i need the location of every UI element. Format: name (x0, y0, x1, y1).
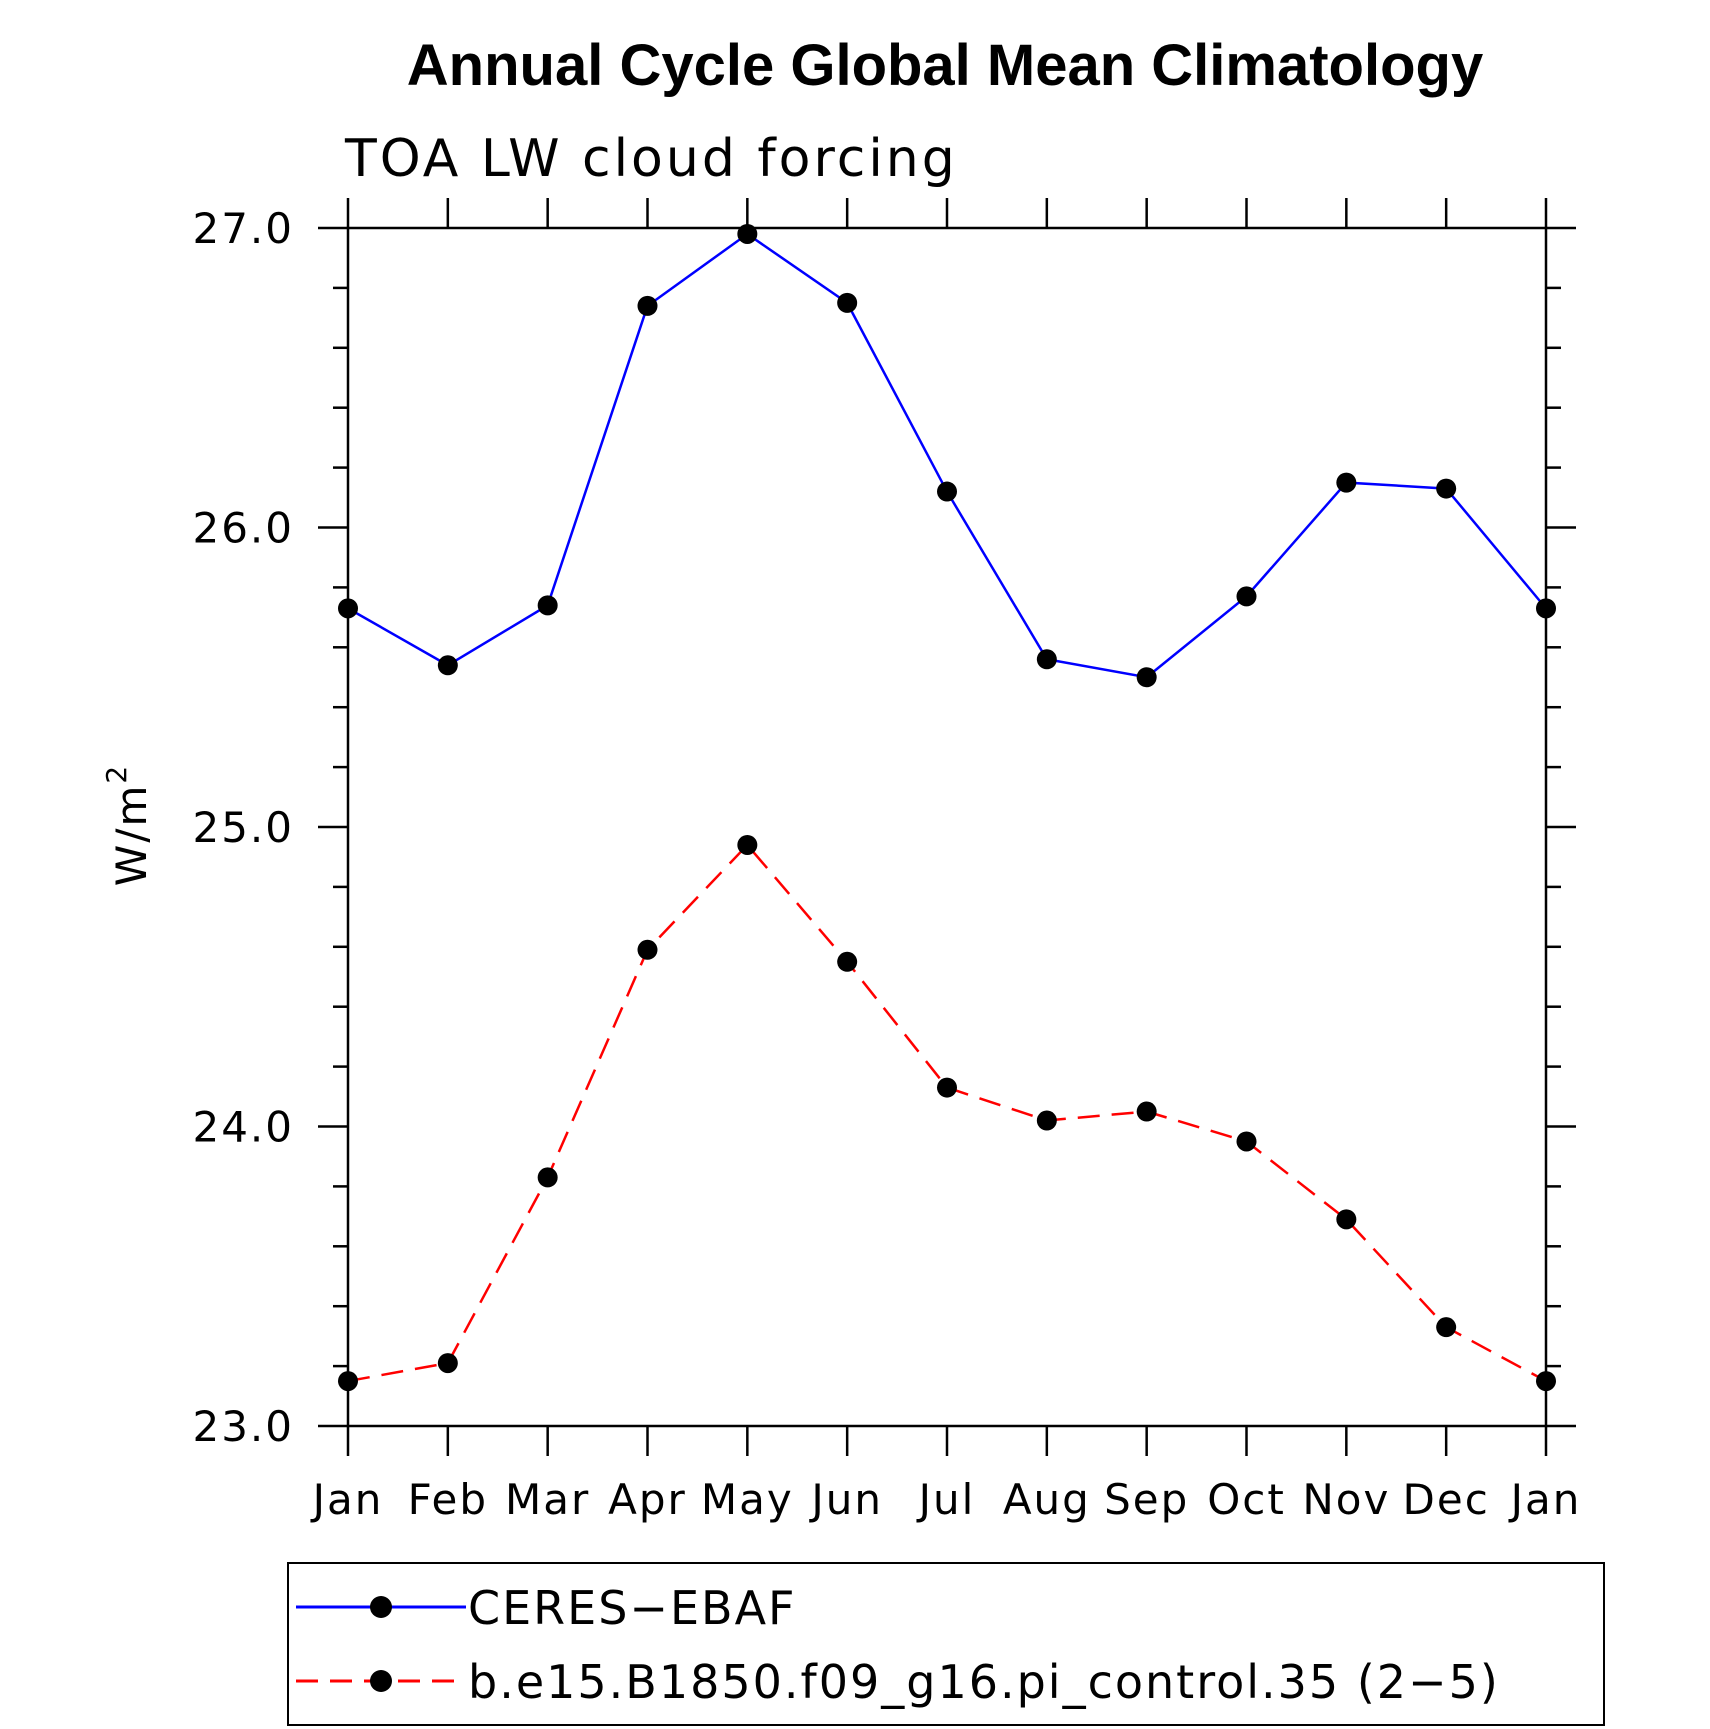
series-2-point (637, 939, 658, 960)
chart-subtitle: TOA LW cloud forcing (344, 129, 958, 189)
legend-marker-series-2 (370, 1670, 392, 1692)
series-2-point (437, 1353, 458, 1374)
series-1-point (1136, 667, 1157, 688)
x-tick-label: Mar (505, 1475, 590, 1524)
y-axis-label-superscript: 2 (100, 764, 133, 784)
series-1-point (637, 295, 658, 316)
y-tick-label: 23.0 (192, 1402, 294, 1451)
x-tick-label: Jan (1508, 1475, 1582, 1524)
x-tick-label: Jan (310, 1475, 384, 1524)
series-2-point (1336, 1209, 1357, 1230)
series-1-point (1536, 598, 1556, 619)
x-tick-label: Feb (408, 1475, 488, 1524)
series-2-point (837, 951, 858, 972)
series-1-point (537, 595, 558, 616)
x-tick-label: Aug (1003, 1475, 1091, 1524)
series-1-point (737, 223, 758, 244)
x-tick-label: Jul (916, 1475, 976, 1524)
plot-frame (346, 226, 1548, 1428)
series-2-point (937, 1077, 957, 1098)
y-tick-label: 24.0 (192, 1103, 294, 1152)
series-1-point (837, 292, 858, 313)
x-tick-label: Apr (608, 1475, 687, 1524)
series-2-point (1236, 1131, 1257, 1152)
x-tick-label: Nov (1302, 1475, 1390, 1524)
series-1-line (347, 232, 1547, 679)
legend-box (287, 1562, 1605, 1726)
y-axis-label-text: W/m (107, 784, 156, 887)
series-2-point (338, 1371, 358, 1392)
series-1-point (437, 655, 458, 676)
series-1-point (1236, 586, 1257, 607)
legend-marker-series-1 (370, 1596, 392, 1618)
series-layer (338, 223, 1556, 1392)
x-tick-label: Sep (1104, 1475, 1189, 1524)
x-axis-ticks: Jan Feb Mar Apr May Jun Jul Aug Sep Oct Nov Dec Jan (310, 198, 1582, 1524)
x-tick-label: May (701, 1475, 794, 1524)
series-1-point (1336, 472, 1357, 493)
x-tick-label: Jun (808, 1475, 883, 1524)
legend: CERES−EBAF b.e15.B1850.f09_g16.pi_contro… (287, 1562, 1605, 1726)
y-tick-label: 27.0 (192, 204, 294, 253)
series-1-point (937, 481, 957, 502)
series-2-line (347, 843, 1547, 1383)
y-axis-label: W/m2 (100, 764, 156, 886)
series-2-point (537, 1167, 558, 1188)
series-2-point (1536, 1371, 1556, 1392)
series-2-point (737, 834, 758, 855)
series-1-point (1036, 649, 1057, 670)
legend-label-series-2: b.e15.B1850.f09_g16.pi_control.35 (2−5) (468, 1655, 1500, 1709)
chart-title: Annual Cycle Global Mean Climatology (407, 33, 1483, 98)
legend-label-series-1: CERES−EBAF (468, 1581, 797, 1635)
series-1-point (338, 598, 358, 619)
x-tick-label: Oct (1207, 1475, 1286, 1524)
series-2-point (1136, 1101, 1157, 1122)
y-tick-label: 25.0 (192, 803, 294, 852)
series-1-point (1436, 478, 1457, 499)
x-tick-label: Dec (1403, 1475, 1490, 1524)
series-2-point (1436, 1317, 1457, 1338)
series-2-point (1036, 1110, 1057, 1131)
y-tick-label: 26.0 (192, 504, 294, 553)
y-axis-ticks: 23.0 24.0 25.0 26.0 27.0 (192, 204, 1576, 1451)
